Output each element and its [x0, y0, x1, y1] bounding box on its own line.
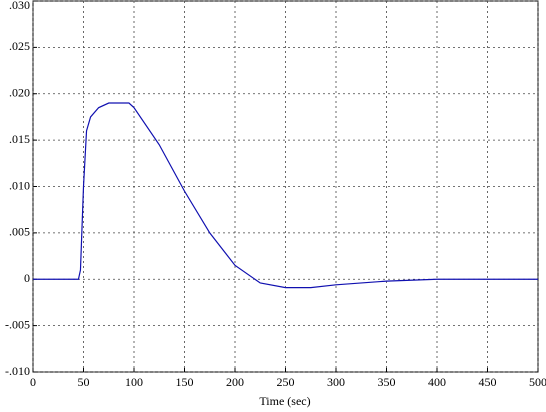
x-tick-label: 50 — [78, 375, 90, 389]
y-tick-label: .020 — [9, 86, 30, 100]
y-tick-label: -.005 — [5, 317, 30, 331]
x-tick-label: 100 — [125, 375, 143, 389]
x-tick-label: 300 — [327, 375, 345, 389]
x-tick-label: 450 — [479, 375, 497, 389]
x-tick-label: 400 — [428, 375, 446, 389]
y-tick-label: .030 — [9, 0, 30, 12]
x-tick-label: 500 — [529, 375, 546, 389]
x-tick-label: 350 — [378, 375, 396, 389]
x-tick-label: 150 — [176, 375, 194, 389]
y-tick-label: .025 — [9, 39, 30, 53]
y-tick-label: .015 — [9, 132, 30, 146]
x-tick-label: 250 — [277, 375, 295, 389]
y-tick-label: 0 — [24, 271, 30, 285]
y-tick-label: .010 — [9, 178, 30, 192]
y-tick-label: .005 — [9, 225, 30, 239]
x-tick-label: 200 — [226, 375, 244, 389]
x-tick-label: 0 — [30, 375, 36, 389]
x-axis-label: Time (sec) — [259, 394, 310, 408]
data-line — [33, 102, 538, 289]
y-tick-label: -.010 — [5, 364, 30, 378]
